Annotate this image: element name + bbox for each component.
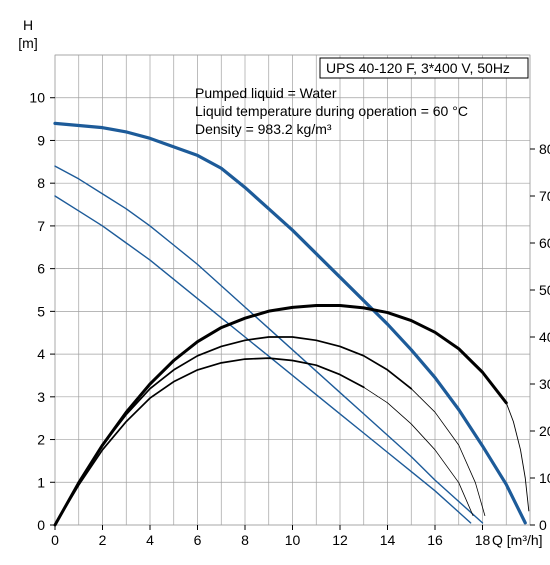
y-right-tick-label: 40 bbox=[539, 329, 550, 345]
y-right-tick-label: 30 bbox=[539, 376, 550, 392]
chart-svg: 024681012141618Q [m³/h]012345678910H[m]0… bbox=[0, 0, 550, 565]
y-left-tick-label: 5 bbox=[37, 303, 45, 319]
title-text: UPS 40-120 F, 3*400 V, 50Hz bbox=[326, 60, 510, 76]
x-axis-label: Q [m³/h] bbox=[492, 532, 543, 548]
y-left-label-unit: [m] bbox=[18, 35, 37, 51]
y-left-tick-label: 8 bbox=[37, 175, 45, 191]
y-left-tick-label: 9 bbox=[37, 132, 45, 148]
x-tick-label: 14 bbox=[380, 532, 396, 548]
x-tick-label: 4 bbox=[146, 532, 154, 548]
y-right-tick-label: 80 bbox=[539, 141, 550, 157]
y-left-tick-label: 1 bbox=[37, 474, 45, 490]
y-right-tick-label: 10 bbox=[539, 470, 550, 486]
y-right-tick-label: 50 bbox=[539, 282, 550, 298]
y-left-tick-label: 3 bbox=[37, 389, 45, 405]
x-tick-label: 0 bbox=[51, 532, 59, 548]
y-right-tick-label: 70 bbox=[539, 188, 550, 204]
x-tick-label: 8 bbox=[241, 532, 249, 548]
x-tick-label: 6 bbox=[194, 532, 202, 548]
y-left-label-H: H bbox=[23, 17, 33, 33]
x-tick-label: 12 bbox=[332, 532, 348, 548]
y-right-tick-label: 60 bbox=[539, 235, 550, 251]
x-tick-label: 18 bbox=[475, 532, 491, 548]
pump-chart: 024681012141618Q [m³/h]012345678910H[m]0… bbox=[0, 0, 550, 565]
y-left-tick-label: 6 bbox=[37, 261, 45, 277]
info-line: Liquid temperature during operation = 60… bbox=[195, 103, 468, 119]
x-tick-label: 2 bbox=[99, 532, 107, 548]
y-right-tick-label: 20 bbox=[539, 423, 550, 439]
y-left-tick-label: 4 bbox=[37, 346, 45, 362]
info-line: Density = 983.2 kg/m³ bbox=[195, 121, 332, 137]
y-left-tick-label: 2 bbox=[37, 432, 45, 448]
y-right-tick-label: 0 bbox=[539, 517, 547, 533]
y-left-tick-label: 10 bbox=[29, 90, 45, 106]
info-line: Pumped liquid = Water bbox=[195, 85, 337, 101]
y-left-tick-label: 0 bbox=[37, 517, 45, 533]
x-tick-label: 10 bbox=[285, 532, 301, 548]
y-left-tick-label: 7 bbox=[37, 218, 45, 234]
x-tick-label: 16 bbox=[427, 532, 443, 548]
